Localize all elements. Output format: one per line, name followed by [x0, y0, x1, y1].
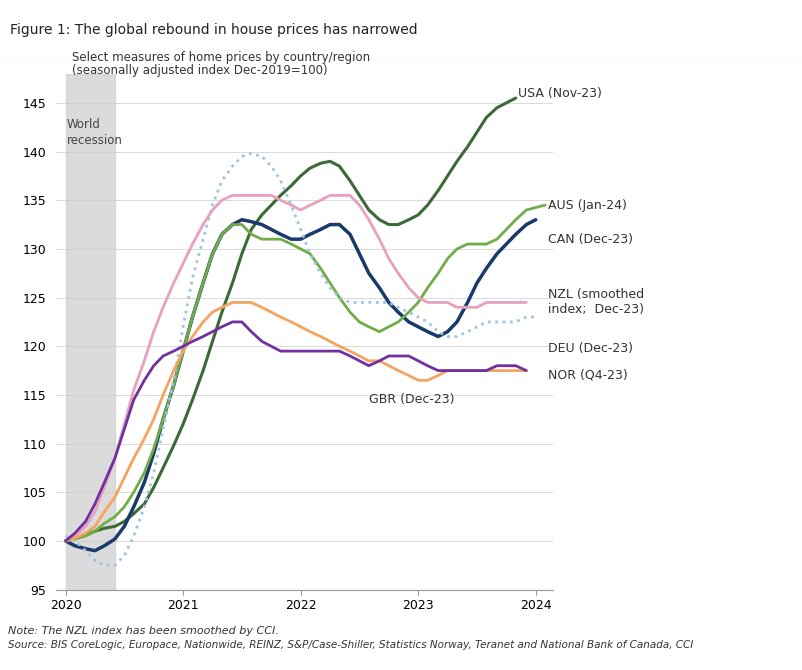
Text: NZL (smoothed
index;  Dec-23): NZL (smoothed index; Dec-23)	[548, 289, 644, 316]
Text: Figure 1: The global rebound in house prices has narrowed: Figure 1: The global rebound in house pr…	[10, 23, 417, 37]
Text: Select measures of home prices by country/region: Select measures of home prices by countr…	[72, 51, 371, 64]
Text: GBR (Dec-23): GBR (Dec-23)	[369, 393, 454, 406]
Text: USA (Nov-23): USA (Nov-23)	[518, 86, 602, 100]
Text: DEU (Dec-23): DEU (Dec-23)	[548, 342, 633, 354]
Text: (seasonally adjusted index Dec-2019=100): (seasonally adjusted index Dec-2019=100)	[72, 64, 328, 77]
Text: Note: The NZL index has been smoothed by CCI.: Note: The NZL index has been smoothed by…	[8, 626, 279, 636]
Bar	[66, 74, 115, 590]
Text: NOR (Q4-23): NOR (Q4-23)	[548, 369, 627, 382]
Text: Source: BIS CoreLogic, Europace, Nationwide, REINZ, S&P/Case-Shiller, Statistics: Source: BIS CoreLogic, Europace, Nationw…	[8, 640, 693, 650]
Text: World
recession: World recession	[67, 117, 123, 147]
Text: AUS (Jan-24): AUS (Jan-24)	[548, 198, 626, 212]
Text: CAN (Dec-23): CAN (Dec-23)	[548, 232, 633, 246]
